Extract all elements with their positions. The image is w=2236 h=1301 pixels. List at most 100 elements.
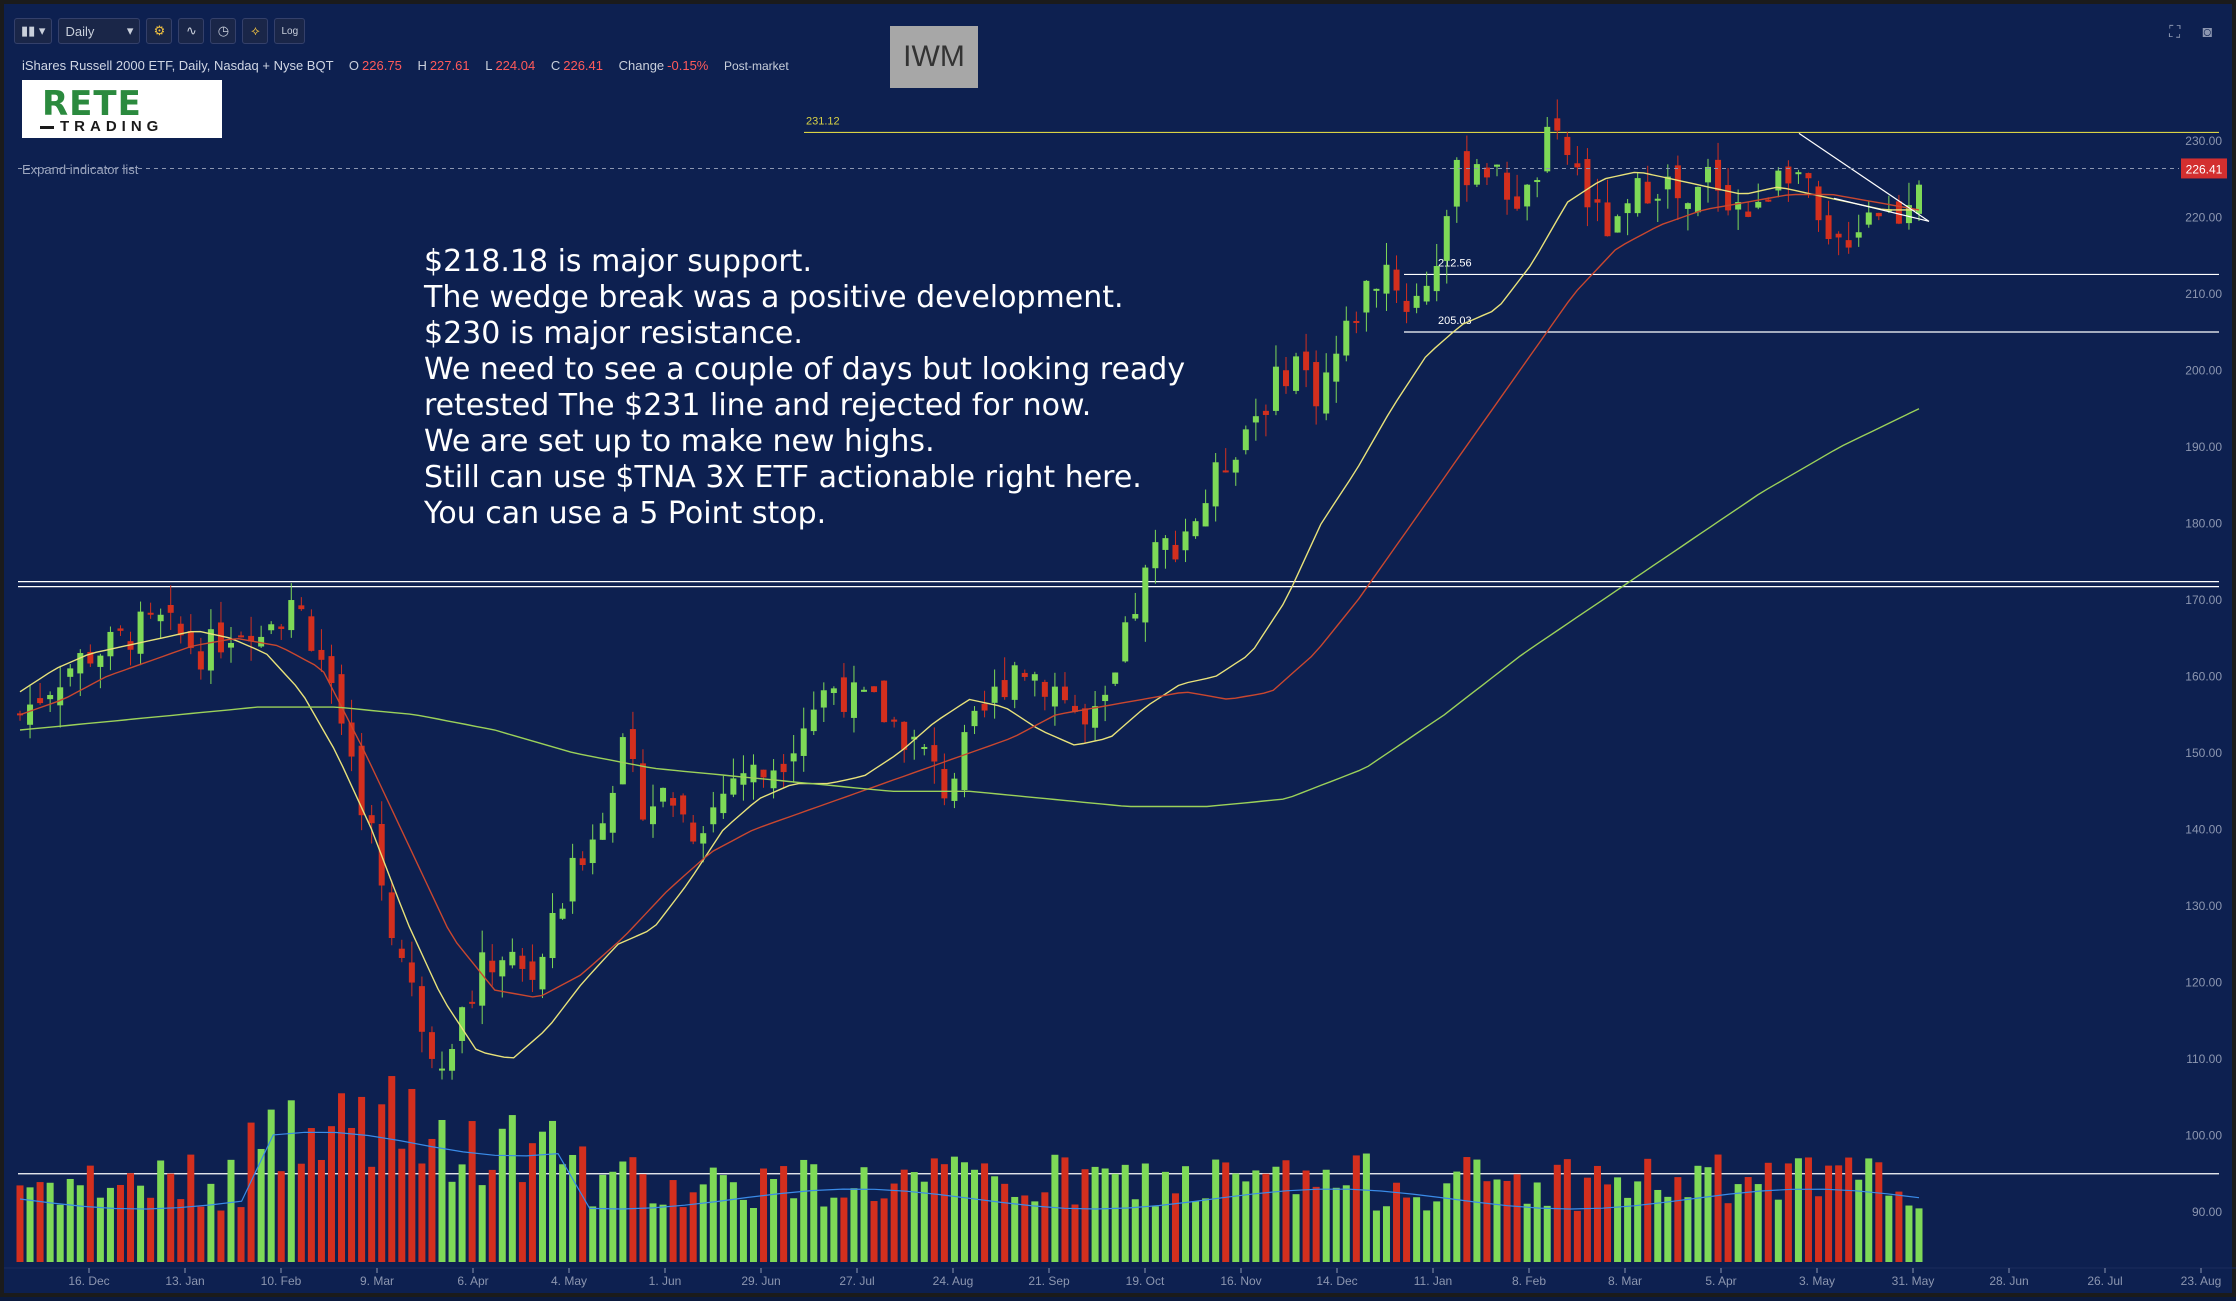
- candle-body: [680, 795, 687, 815]
- volume-bar: [1674, 1177, 1682, 1262]
- candle-body: [1001, 680, 1008, 698]
- price-chart: 231.12 212.56 205.03 90.00 100.00 110.00 120.…: [4, 99, 2236, 1288]
- candle-body: [1272, 366, 1279, 411]
- x-tick-label: 11. Jan: [1414, 1274, 1452, 1288]
- y-tick-label: 160.00: [2185, 670, 2222, 684]
- bar-style-icon[interactable]: ▮▮ ▾: [14, 18, 53, 44]
- candle-body: [87, 651, 94, 664]
- volume-bar: [850, 1188, 858, 1262]
- volume-bar: [1724, 1203, 1732, 1262]
- x-tick-label: 13. Jan: [165, 1274, 204, 1288]
- x-tick-label: 10. Feb: [261, 1274, 302, 1288]
- volume-bar: [1061, 1157, 1069, 1262]
- volume-bar: [1443, 1183, 1451, 1262]
- candle-body: [268, 624, 275, 631]
- volume-bar: [277, 1171, 285, 1262]
- volume-bar: [1111, 1173, 1119, 1262]
- candle-body: [1674, 165, 1681, 199]
- y-tick-label: 130.00: [2185, 899, 2222, 913]
- candle-body: [1182, 531, 1189, 551]
- candle-body: [1735, 202, 1742, 210]
- symbol-info: iShares Russell 2000 ETF, Daily, Nasdaq …: [22, 58, 789, 73]
- volume-bar: [1192, 1201, 1200, 1262]
- candle-body: [650, 806, 656, 825]
- y-tick-label: 210.00: [2185, 287, 2222, 301]
- candle-body: [499, 960, 506, 977]
- interval-select[interactable]: Daily ▾: [58, 18, 141, 44]
- volume-bar: [659, 1204, 667, 1262]
- candle-body: [579, 858, 586, 866]
- compare-icon[interactable]: ⟡: [242, 18, 269, 44]
- candle-body: [589, 839, 596, 864]
- volume-bar: [840, 1197, 848, 1262]
- candle-body: [539, 956, 546, 990]
- note-line: You can use a 5 Point stop.: [424, 496, 827, 531]
- camera-icon[interactable]: ◙: [2202, 24, 2212, 41]
- logo-line2: TRADING: [60, 118, 164, 135]
- candle-body: [1875, 212, 1882, 217]
- candle-body: [569, 857, 576, 902]
- volume-bar: [56, 1204, 64, 1262]
- volume-ma-line: [19, 1131, 1920, 1210]
- candle-body: [1162, 538, 1169, 550]
- ticker-box: IWM: [890, 26, 978, 88]
- volume-bar: [609, 1171, 617, 1262]
- logo: RETE TRADING: [22, 80, 222, 138]
- indicator-icon[interactable]: ∿: [178, 18, 205, 44]
- expand-indicator-link[interactable]: Expand indicator list: [22, 162, 139, 177]
- volume-bar: [488, 1169, 496, 1262]
- volume-bar: [1865, 1158, 1873, 1262]
- note-line: We need to see a couple of days but look…: [424, 352, 1186, 387]
- candle-body: [258, 636, 265, 647]
- volume-bar: [157, 1160, 165, 1262]
- candle-body: [700, 833, 707, 844]
- candle-body: [1534, 180, 1541, 183]
- volume-bar: [1825, 1165, 1833, 1262]
- volume-bar: [1523, 1203, 1531, 1262]
- candle-body: [1232, 459, 1239, 473]
- candle-body: [1102, 694, 1109, 702]
- candle-body: [67, 668, 74, 677]
- candle-body: [348, 722, 355, 757]
- fullscreen-icon[interactable]: ⛶: [2169, 24, 2181, 41]
- x-tick-label: 8. Feb: [1512, 1274, 1546, 1288]
- gear-icon[interactable]: ⚙: [146, 18, 173, 44]
- candle-body: [238, 635, 245, 638]
- candle-body: [1313, 362, 1320, 407]
- volume-bar: [559, 1164, 567, 1262]
- x-tick-label: 8. Mar: [1608, 1274, 1642, 1288]
- volume-bar: [1553, 1164, 1561, 1262]
- logo-line1: RETE: [42, 84, 142, 124]
- clock-icon[interactable]: ◷: [210, 18, 237, 44]
- volume-bar: [579, 1146, 587, 1262]
- candle-body: [840, 677, 847, 712]
- candle-body: [1916, 184, 1922, 214]
- x-tick-label: 5. Apr: [1705, 1274, 1736, 1288]
- candle-body: [1303, 351, 1310, 371]
- candle-body: [248, 635, 255, 642]
- volume-bar: [1764, 1162, 1772, 1262]
- interval-label: Daily: [65, 23, 95, 39]
- volume-bar: [1784, 1163, 1792, 1262]
- candle-body: [921, 746, 928, 749]
- candle-body: [1373, 288, 1380, 291]
- candle-body: [1483, 167, 1490, 178]
- ma-slow-line: [19, 408, 1920, 808]
- volume-bar: [1533, 1182, 1541, 1262]
- candle-body: [1443, 216, 1450, 261]
- candle-body: [559, 908, 566, 919]
- volume-bar: [287, 1100, 295, 1262]
- candle-body: [107, 631, 114, 657]
- log-scale-button[interactable]: Log: [274, 18, 306, 44]
- candle-body: [1644, 181, 1651, 204]
- volume-bar: [629, 1157, 637, 1262]
- volume-bar: [1312, 1186, 1320, 1262]
- volume-bar: [1372, 1210, 1380, 1262]
- y-tick-label: 230.00: [2185, 134, 2222, 148]
- volume-bar: [297, 1163, 305, 1262]
- candle-body: [318, 649, 325, 660]
- y-tick-label: 220.00: [2185, 211, 2222, 225]
- volume-bar: [1171, 1193, 1179, 1262]
- candle-body: [217, 622, 224, 653]
- volume-bar: [207, 1183, 215, 1262]
